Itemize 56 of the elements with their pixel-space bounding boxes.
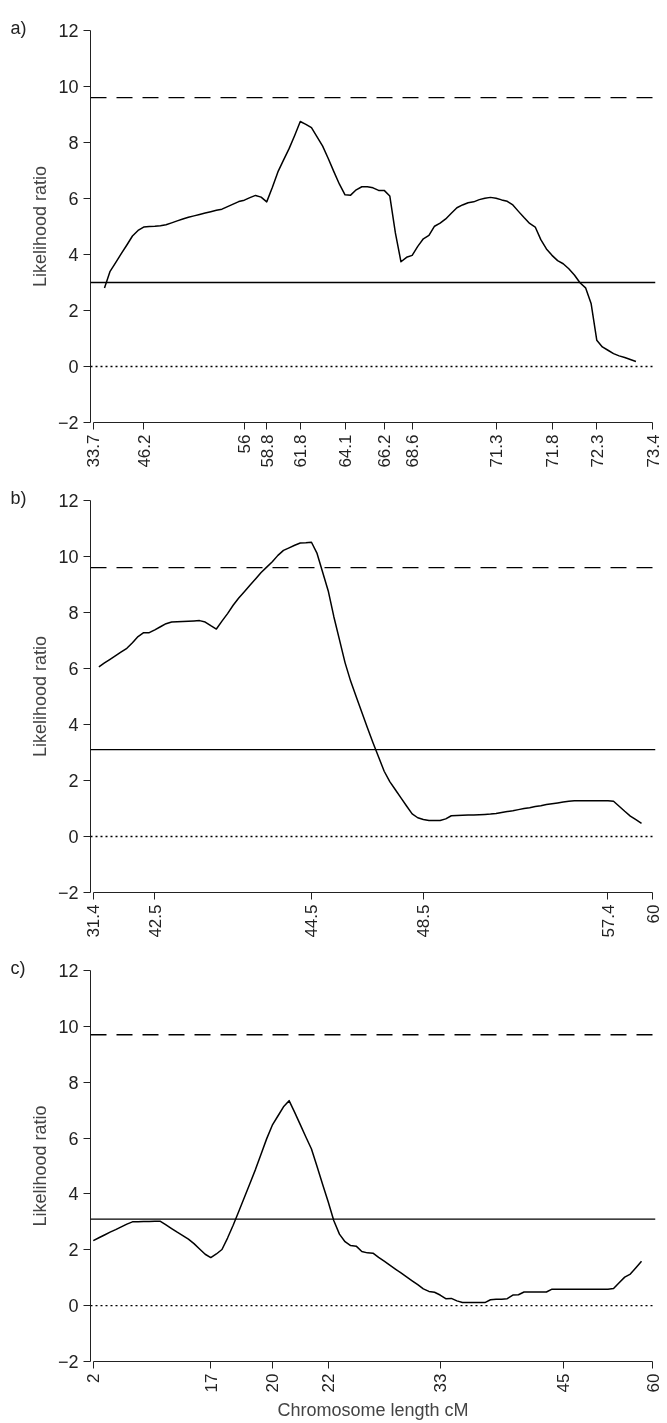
- y-tick-label: 8: [68, 1072, 79, 1093]
- x-tick-label: 66.2: [375, 434, 395, 468]
- x-tick-label: 46.2: [134, 434, 154, 468]
- y-tick-label: 6: [68, 659, 79, 679]
- x-tick-label: 71.8: [543, 434, 563, 468]
- y-tick-label: 2: [68, 1240, 79, 1261]
- x-tick-label: 57.4: [598, 904, 618, 938]
- y-tick-label: 4: [68, 245, 79, 265]
- x-tick-label: 33.7: [84, 434, 104, 468]
- y-tick-label: 4: [68, 715, 79, 735]
- x-tick-label: 60: [643, 1373, 663, 1393]
- y-tick-label: 12: [58, 491, 79, 511]
- y-tick-label: 0: [68, 1296, 79, 1317]
- x-tick-label: 31.4: [84, 904, 104, 938]
- y-tick-label: −2: [57, 413, 79, 433]
- x-tick-label: 73.4: [643, 434, 663, 468]
- y-tick-label: −2: [57, 883, 79, 903]
- x-tick-label: 68.6: [403, 434, 423, 468]
- chart-title: c): [10, 957, 26, 978]
- y-tick-label: −2: [57, 1352, 79, 1372]
- y-tick-label: 6: [68, 1128, 79, 1149]
- x-tick-label: 2: [84, 1373, 104, 1383]
- y-tick-label: 10: [58, 547, 79, 567]
- x-axis-title: Chromosome length cM: [277, 1400, 469, 1421]
- y-tick-label: 10: [58, 1016, 79, 1037]
- x-tick-label: 56: [235, 434, 255, 454]
- x-tick-label: 33: [431, 1373, 451, 1393]
- y-tick-label: 4: [68, 1184, 79, 1205]
- x-tick-label: 20: [263, 1373, 283, 1393]
- y-tick-label: 10: [58, 77, 79, 97]
- x-tick-label: 48.5: [414, 904, 434, 938]
- chart-title: b): [10, 487, 27, 508]
- y-tick-label: 8: [68, 603, 79, 623]
- x-tick-label: 22: [319, 1373, 339, 1393]
- x-tick-label: 71.3: [487, 434, 507, 468]
- y-axis-title: Likelihood ratio: [29, 165, 50, 288]
- y-tick-label: 6: [68, 189, 79, 209]
- y-tick-label: 8: [68, 133, 79, 153]
- x-tick-label: 42.5: [145, 904, 165, 938]
- x-tick-label: 60: [643, 904, 663, 924]
- y-tick-label: 2: [68, 301, 79, 321]
- y-tick-label: 12: [58, 21, 79, 41]
- y-axis-title: Likelihood ratio: [29, 635, 50, 758]
- y-tick-label: 12: [58, 961, 79, 981]
- x-tick-label: 72.3: [587, 434, 607, 468]
- x-tick-label: 58.8: [257, 434, 277, 468]
- x-tick-label: 64.1: [336, 434, 356, 468]
- x-tick-label: 61.8: [291, 434, 311, 468]
- y-tick-label: 0: [68, 357, 79, 377]
- x-tick-label: 17: [201, 1373, 221, 1393]
- x-tick-label: 44.5: [302, 904, 322, 938]
- y-tick-label: 0: [68, 827, 79, 847]
- y-tick-label: 2: [68, 771, 79, 791]
- y-axis-title: Likelihood ratio: [29, 1105, 50, 1227]
- x-tick-label: 45: [554, 1373, 574, 1393]
- chart-title: a): [10, 17, 27, 38]
